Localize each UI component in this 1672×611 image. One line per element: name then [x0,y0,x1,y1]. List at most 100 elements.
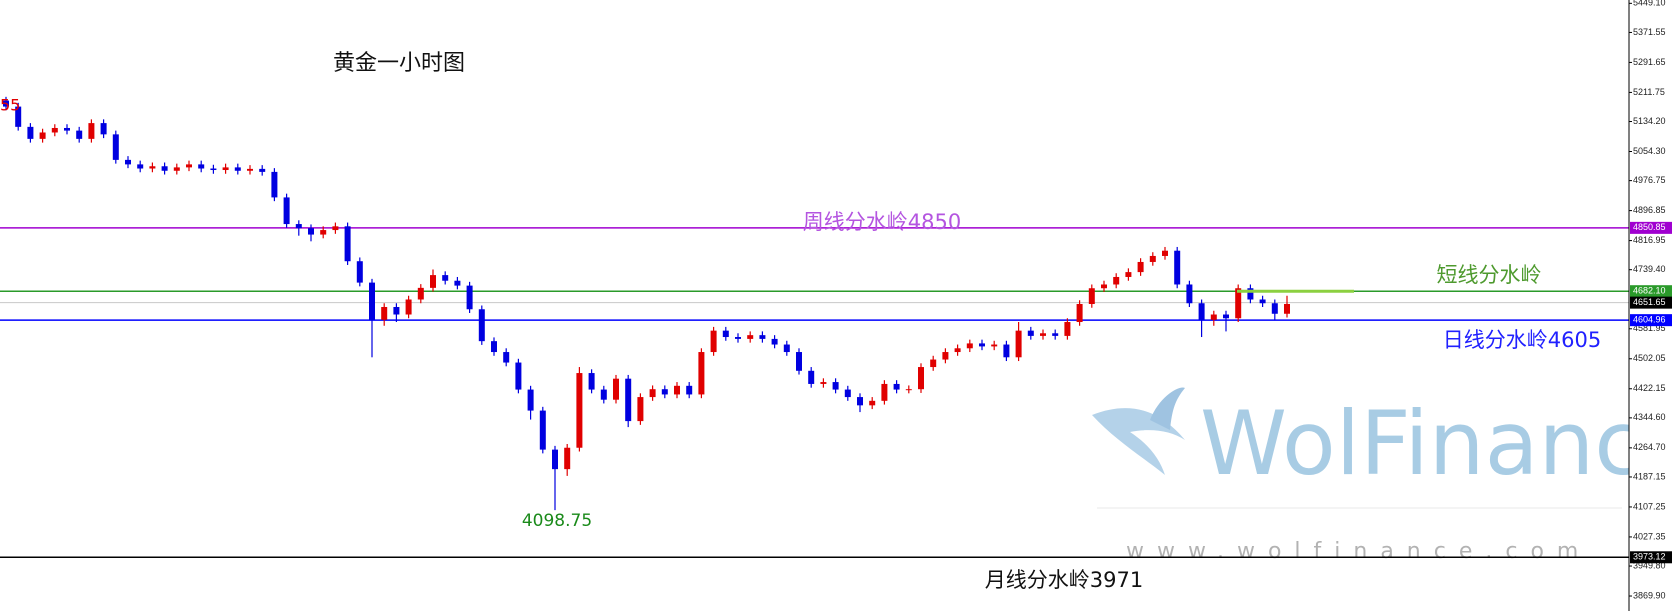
candle-body [735,337,741,339]
candle-body [332,226,339,231]
candle-body [186,164,192,168]
candle-body [430,275,436,288]
y-tick-label: 4739.40 [1633,264,1666,274]
candle-body [1174,250,1181,285]
candle-body [552,449,558,470]
candle-body [1113,276,1120,285]
price-axis: 5449.10 5371.55 5291.65 5211.75 5134.20 5054.… [1628,0,1672,611]
candle-body [1040,333,1046,336]
y-tick-label: 5054.30 [1633,146,1666,156]
candle-body [832,382,839,390]
candle-body [698,352,705,395]
candle-body [576,373,583,448]
chart-title: 黄金一小时图 [333,51,465,76]
level-box [1630,221,1672,234]
candle-body [979,343,985,347]
level-label: 4604.96 [1633,315,1666,325]
candle-body [442,275,449,281]
candle-body [905,389,912,391]
candle-body [1149,255,1156,262]
level-label: 4651.65 [1633,297,1666,307]
y-tick-label: 4976.75 [1633,175,1666,185]
y-tick-label: 4422.15 [1633,383,1666,393]
candle-body [796,352,802,371]
candle-body [747,335,754,339]
weekly-annotation: 周线分水岭4850 [803,210,961,234]
candle-body [149,166,156,169]
candle-body [588,373,595,390]
y-tick-label: 4344.60 [1633,412,1666,422]
candle-body [161,166,168,171]
candle-body [503,352,510,363]
candle-body [1027,330,1034,336]
candle-body [710,330,717,353]
candle-body [320,230,327,235]
level-box [1630,314,1672,327]
candle-body [381,307,388,320]
candle-body [808,370,815,384]
watermark-brand: WolFinance [1200,392,1672,495]
candle-body [942,352,949,360]
candle-body [405,299,412,315]
candle-body [76,130,83,139]
candle-body [88,123,95,139]
candle-body [295,224,302,229]
candle-body [600,389,607,400]
candle-body [1259,299,1266,304]
candle-body [515,362,522,390]
watermark-url: www.wolfinance.com [1126,539,1591,564]
monthly-annotation: 月线分水岭3971 [985,568,1143,592]
candle-body [1198,303,1205,320]
candle-body [759,335,766,339]
candle-body [1223,314,1229,319]
candle-body [966,343,973,349]
candle-body [527,389,534,411]
candle-body [783,344,790,353]
y-tick-label: 4816.95 [1633,235,1666,245]
candle-body [1076,303,1083,323]
candle-body [820,382,827,384]
y-tick-label: 3869.90 [1633,590,1666,600]
level-box [1630,551,1672,564]
candle-body [1125,272,1132,277]
candle-body [51,127,58,133]
level-label: 4682.10 [1633,286,1666,296]
candle-body [234,167,241,171]
candle-body [210,168,217,171]
candle-body [625,378,632,422]
y-tick-label: 4107.25 [1633,501,1666,511]
candle-body [1101,284,1107,289]
candle-body [417,287,424,300]
y-tick-label: 5134.20 [1633,116,1666,126]
y-tick-label: 4187.15 [1633,471,1666,481]
candle-body [308,228,314,235]
candle-body [27,126,34,139]
candle-body [173,167,180,171]
candle-body [1052,333,1059,336]
watermark-logo [1150,387,1185,430]
candle-body [137,164,144,169]
watermark: WolFinance www.wolfinance.com [1092,387,1672,564]
candle-body [991,344,998,347]
candle-body [356,261,363,283]
candle-body [271,171,278,198]
corner-annotation: 55 [0,96,20,115]
candle-body [1235,288,1242,319]
level-label: 3973.12 [1633,552,1666,562]
candle-body [15,106,22,127]
level-box [1630,296,1672,309]
candle-body [1186,284,1193,304]
candle-body [39,132,46,139]
candle-body [844,389,851,398]
y-tick-label: 4896.85 [1633,205,1666,215]
candle-body [1247,288,1254,300]
candle-body [100,123,107,135]
candle-body [564,447,571,470]
candle-body [1162,250,1168,256]
candle-body [1088,288,1095,304]
candle-body [283,197,290,225]
y-tick-label: 4027.35 [1633,531,1666,541]
candle-body [661,389,668,395]
level-label: 4850.85 [1633,222,1666,232]
